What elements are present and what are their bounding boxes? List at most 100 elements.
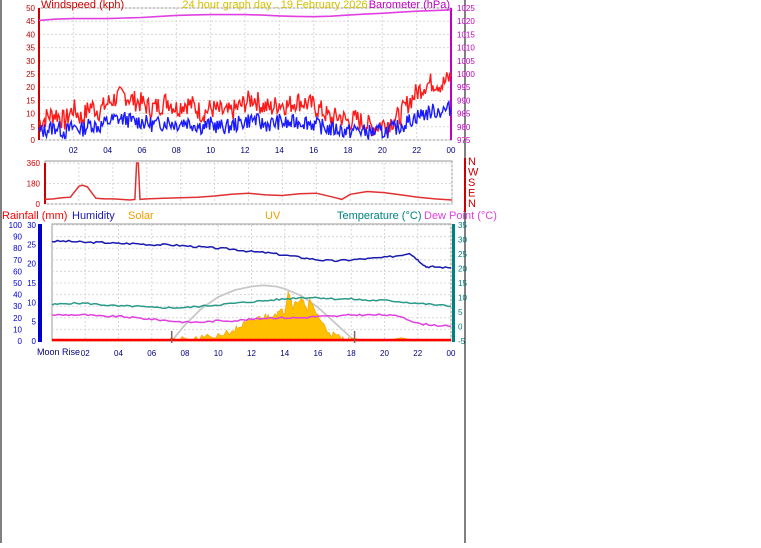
humidity-axis-ticks: 0 10 20 30 40 50 60 70 80 90 100 bbox=[9, 221, 23, 346]
temperature-tick-label: 10 bbox=[458, 294, 467, 303]
windspeed-axis-ticks: 0 5 10 15 20 25 30 35 40 45 50 bbox=[26, 4, 40, 145]
temperature-axis-ticks: -5 0 5 10 15 20 25 30 35 bbox=[458, 221, 467, 346]
direction-tick-label: 0 bbox=[36, 200, 41, 209]
temperature-tick-label: -5 bbox=[458, 337, 466, 346]
climate-x-tick-label: 22 bbox=[413, 349, 422, 358]
wind-x-tick-label: 14 bbox=[275, 146, 284, 155]
daylight-arc bbox=[171, 284, 356, 342]
barometer-tick-label: 975 bbox=[457, 136, 471, 145]
compass-label: N bbox=[468, 198, 476, 210]
humidity-tick-label: 80 bbox=[13, 244, 22, 253]
humidity-tick-label: 30 bbox=[13, 302, 22, 311]
wind-x-ticks: 02 04 06 08 10 12 14 16 18 20 22 00 bbox=[69, 146, 456, 155]
barometer-tick-label: 985 bbox=[457, 110, 471, 119]
windspeed-tick-label: 5 bbox=[31, 123, 36, 132]
wind-x-tick-label: 04 bbox=[103, 146, 112, 155]
temperature-tick-label: 15 bbox=[458, 279, 467, 288]
wind-x-tick-label: 16 bbox=[309, 146, 318, 155]
compass-label: N bbox=[468, 156, 476, 168]
wind-x-tick-label: 22 bbox=[412, 146, 421, 155]
barometer-tick-label: 1015 bbox=[457, 30, 475, 39]
climate-x-tick-label: 02 bbox=[81, 349, 90, 358]
rainfall-tick-label: 30 bbox=[27, 221, 36, 230]
humidity-tick-label: 70 bbox=[13, 256, 22, 265]
climate-x-tick-label: 00 bbox=[447, 349, 456, 358]
barometer-axis-ticks: 975 980 985 990 995 1000 1005 1010 1015 1020 1025 bbox=[450, 4, 475, 145]
wind-x-tick-label: 10 bbox=[206, 146, 215, 155]
humidity-tick-label: 100 bbox=[9, 221, 23, 230]
direction-axis-ticks: 0 180 360 bbox=[27, 159, 46, 209]
climate-x-tick-label: 10 bbox=[214, 349, 223, 358]
wind-average-line bbox=[38, 99, 452, 140]
humidity-tick-label: 20 bbox=[13, 314, 22, 323]
legend-item: Rainfall (mm) bbox=[2, 210, 67, 222]
wind-x-tick-label: 18 bbox=[344, 146, 353, 155]
climate-x-tick-label: 18 bbox=[347, 349, 356, 358]
windspeed-tick-label: 35 bbox=[26, 44, 35, 53]
rainfall-tick-label: 20 bbox=[27, 260, 36, 269]
wind-gust-line bbox=[38, 72, 452, 136]
legend-item: Temperature (°C) bbox=[337, 210, 421, 222]
legend-item: Solar bbox=[128, 210, 154, 222]
rainfall-axis-ticks: 0 5 10 15 20 25 30 bbox=[27, 221, 36, 346]
legend-item: UV bbox=[265, 210, 281, 222]
windspeed-tick-label: 10 bbox=[26, 110, 35, 119]
barometer-tick-label: 1020 bbox=[457, 17, 475, 26]
direction-tick-label: 360 bbox=[27, 159, 41, 168]
rainfall-tick-label: 5 bbox=[32, 318, 37, 327]
climate-x-tick-label: 14 bbox=[280, 349, 289, 358]
climate-x-tick-label: 20 bbox=[380, 349, 389, 358]
barometer-axis-label: Barometer (hPa) bbox=[369, 0, 450, 11]
climate-x-tick-label: 12 bbox=[247, 349, 256, 358]
solar-area bbox=[52, 290, 451, 342]
compass-label: S bbox=[468, 177, 475, 189]
direction-series bbox=[44, 162, 453, 201]
wind-x-tick-label: 00 bbox=[447, 146, 456, 155]
wind-x-tick-label: 20 bbox=[378, 146, 387, 155]
climate-x-tick-label: 06 bbox=[147, 349, 156, 358]
temperature-tick-label: 5 bbox=[458, 308, 463, 317]
climate-x-tick-label: 16 bbox=[314, 349, 323, 358]
wind-series bbox=[38, 9, 452, 140]
climate-panel: 0 5 10 15 20 25 30 0 10 20 30 40 50 60 70 80 90 100 -5 0 5… bbox=[2, 210, 497, 358]
windspeed-axis-label: Windspeed (kph) bbox=[41, 0, 124, 11]
wind-x-tick-label: 02 bbox=[69, 146, 78, 155]
barometer-tick-label: 995 bbox=[457, 83, 471, 92]
humidity-tick-label: 90 bbox=[13, 233, 22, 242]
climate-legend: Rainfall (mm) Humidity Solar UV Temperature … bbox=[2, 210, 497, 222]
rainfall-tick-label: 0 bbox=[32, 337, 37, 346]
wind-x-tick-label: 12 bbox=[241, 146, 250, 155]
windspeed-tick-label: 20 bbox=[26, 83, 35, 92]
climate-x-tick-label: 04 bbox=[114, 349, 123, 358]
windspeed-tick-label: 50 bbox=[26, 4, 35, 13]
rainfall-axis-bar bbox=[38, 224, 42, 342]
humidity-tick-label: 50 bbox=[13, 279, 22, 288]
climate-series bbox=[51, 239, 452, 343]
humidity-tick-label: 60 bbox=[13, 267, 22, 276]
moon-rise-label: Moon Rise bbox=[37, 347, 80, 357]
windspeed-tick-label: 30 bbox=[26, 57, 35, 66]
barometer-tick-label: 980 bbox=[457, 123, 471, 132]
compass-label: W bbox=[468, 167, 479, 179]
legend-item: Dew Point (°C) bbox=[424, 210, 497, 222]
temperature-tick-label: 0 bbox=[458, 323, 463, 332]
graph-title: 24 hour graph day . 19 February 2026 bbox=[182, 0, 367, 11]
rainfall-tick-label: 25 bbox=[27, 240, 36, 249]
barometer-tick-label: 1025 bbox=[457, 4, 475, 13]
temperature-line bbox=[51, 296, 452, 310]
barometer-tick-label: 990 bbox=[457, 96, 471, 105]
wind-direction-line bbox=[44, 162, 453, 201]
humidity-line bbox=[51, 239, 452, 269]
humidity-tick-label: 10 bbox=[13, 325, 22, 334]
humidity-tick-label: 0 bbox=[18, 337, 23, 346]
wind-x-tick-label: 08 bbox=[172, 146, 181, 155]
rainfall-tick-label: 15 bbox=[27, 279, 36, 288]
temperature-axis-bar bbox=[452, 224, 455, 342]
humidity-tick-label: 40 bbox=[13, 291, 22, 300]
temperature-tick-label: 35 bbox=[458, 221, 467, 230]
temperature-tick-label: 25 bbox=[458, 250, 467, 259]
